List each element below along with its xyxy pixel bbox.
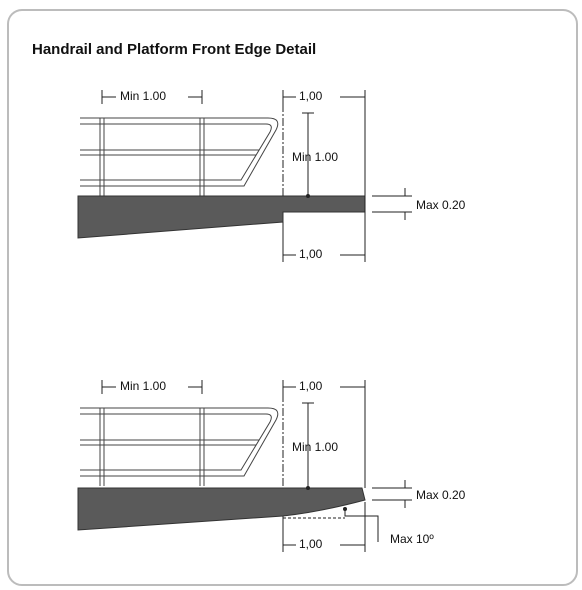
dim-label: Min 1.00 — [120, 89, 166, 103]
handrail — [80, 117, 279, 196]
detail-sloped: Min 1.00 1,00 Min 1.00 Max 0.20 1,00 Max… — [77, 379, 466, 552]
dim-label: Min 1.00 — [292, 150, 338, 164]
dot — [306, 194, 310, 198]
dim-label: 1,00 — [299, 247, 323, 261]
dim-label: 1,00 — [299, 89, 323, 103]
dot — [306, 486, 310, 490]
dim-label: 1,00 — [299, 537, 323, 551]
dim-label: 1,00 — [299, 379, 323, 393]
detail-flat: Min 1.00 1,00 Min 1.00 Max 0.20 1,00 — [77, 89, 466, 262]
dim-label: Min 1.00 — [292, 440, 338, 454]
dimensions — [101, 90, 412, 262]
title: Handrail and Platform Front Edge Detail — [32, 41, 316, 58]
dim-label: Min 1.00 — [120, 379, 166, 393]
platform — [77, 487, 366, 531]
dim-label: Max 0.20 — [416, 488, 466, 502]
dimensions — [101, 380, 412, 552]
dot — [343, 507, 347, 511]
handrail — [80, 407, 279, 486]
dim-label: Max 10º — [390, 532, 434, 546]
frame — [7, 9, 578, 586]
dim-label: Max 0.20 — [416, 198, 466, 212]
